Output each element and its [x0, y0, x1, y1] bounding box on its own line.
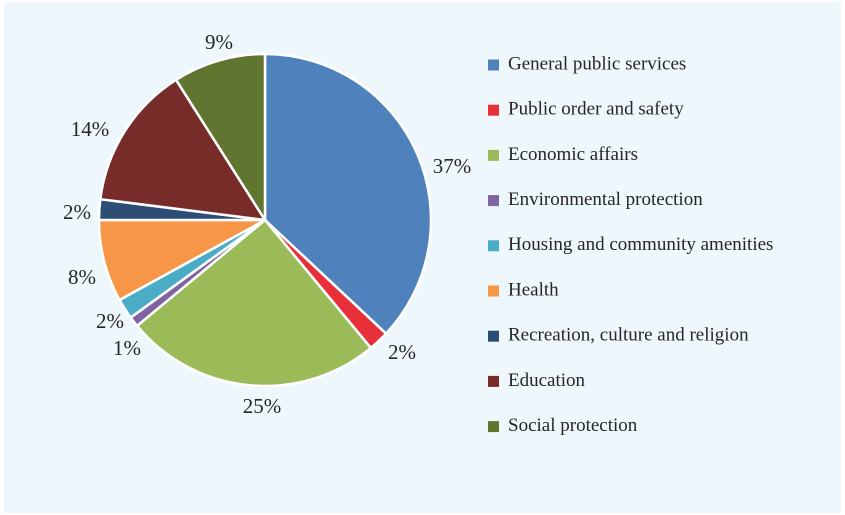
- pie-slice-economic-affairs: [135, 218, 373, 388]
- legend-item: Environmental protection: [488, 189, 703, 210]
- value-label: 1%: [113, 336, 141, 360]
- legend-label: Environmental protection: [508, 189, 703, 210]
- legend-label: Economic affairs: [508, 144, 638, 165]
- legend-label: Health: [508, 279, 559, 300]
- value-label: 25%: [243, 394, 282, 418]
- legend-label: Public order and safety: [508, 99, 684, 120]
- legend: General public services Public order and …: [488, 53, 773, 436]
- legend-swatch: [488, 285, 499, 297]
- pie-slices: [97, 52, 433, 388]
- pie-slice-social-protection: [174, 52, 267, 222]
- legend-label: Housing and community amenities: [508, 234, 773, 255]
- legend-label: Education: [508, 370, 586, 391]
- value-label: 2%: [388, 340, 416, 364]
- legend-swatch: [488, 104, 499, 116]
- legend-item: Economic affairs: [488, 144, 638, 165]
- legend-item: Education: [488, 370, 586, 391]
- pie-value-labels: 37%2%25%1%2%8%2%14%9%: [63, 30, 471, 418]
- legend-item: General public services: [488, 53, 686, 74]
- legend-swatch: [488, 421, 499, 433]
- pie-slice-education: [99, 78, 267, 222]
- legend-label: Social protection: [508, 415, 638, 436]
- value-label: 2%: [63, 200, 91, 224]
- legend-swatch: [488, 375, 499, 387]
- pie-slice-general-public-services: [263, 52, 433, 335]
- legend-item: Health: [488, 279, 559, 300]
- legend-label: Recreation, culture and religion: [508, 325, 749, 346]
- legend-swatch: [488, 195, 499, 207]
- legend-swatch: [488, 149, 499, 161]
- value-label: 8%: [68, 265, 96, 289]
- legend-swatch: [488, 59, 499, 71]
- legend-item: Recreation, culture and religion: [488, 325, 749, 346]
- value-label: 2%: [96, 309, 124, 333]
- value-label: 9%: [205, 30, 233, 54]
- legend-swatch: [488, 330, 499, 342]
- legend-item: Social protection: [488, 415, 638, 436]
- legend-item: Public order and safety: [488, 99, 684, 120]
- legend-item: Housing and community amenities: [488, 234, 773, 255]
- value-label: 37%: [433, 154, 472, 178]
- value-label: 14%: [71, 117, 110, 141]
- legend-swatch: [488, 240, 499, 252]
- legend-label: General public services: [508, 53, 686, 74]
